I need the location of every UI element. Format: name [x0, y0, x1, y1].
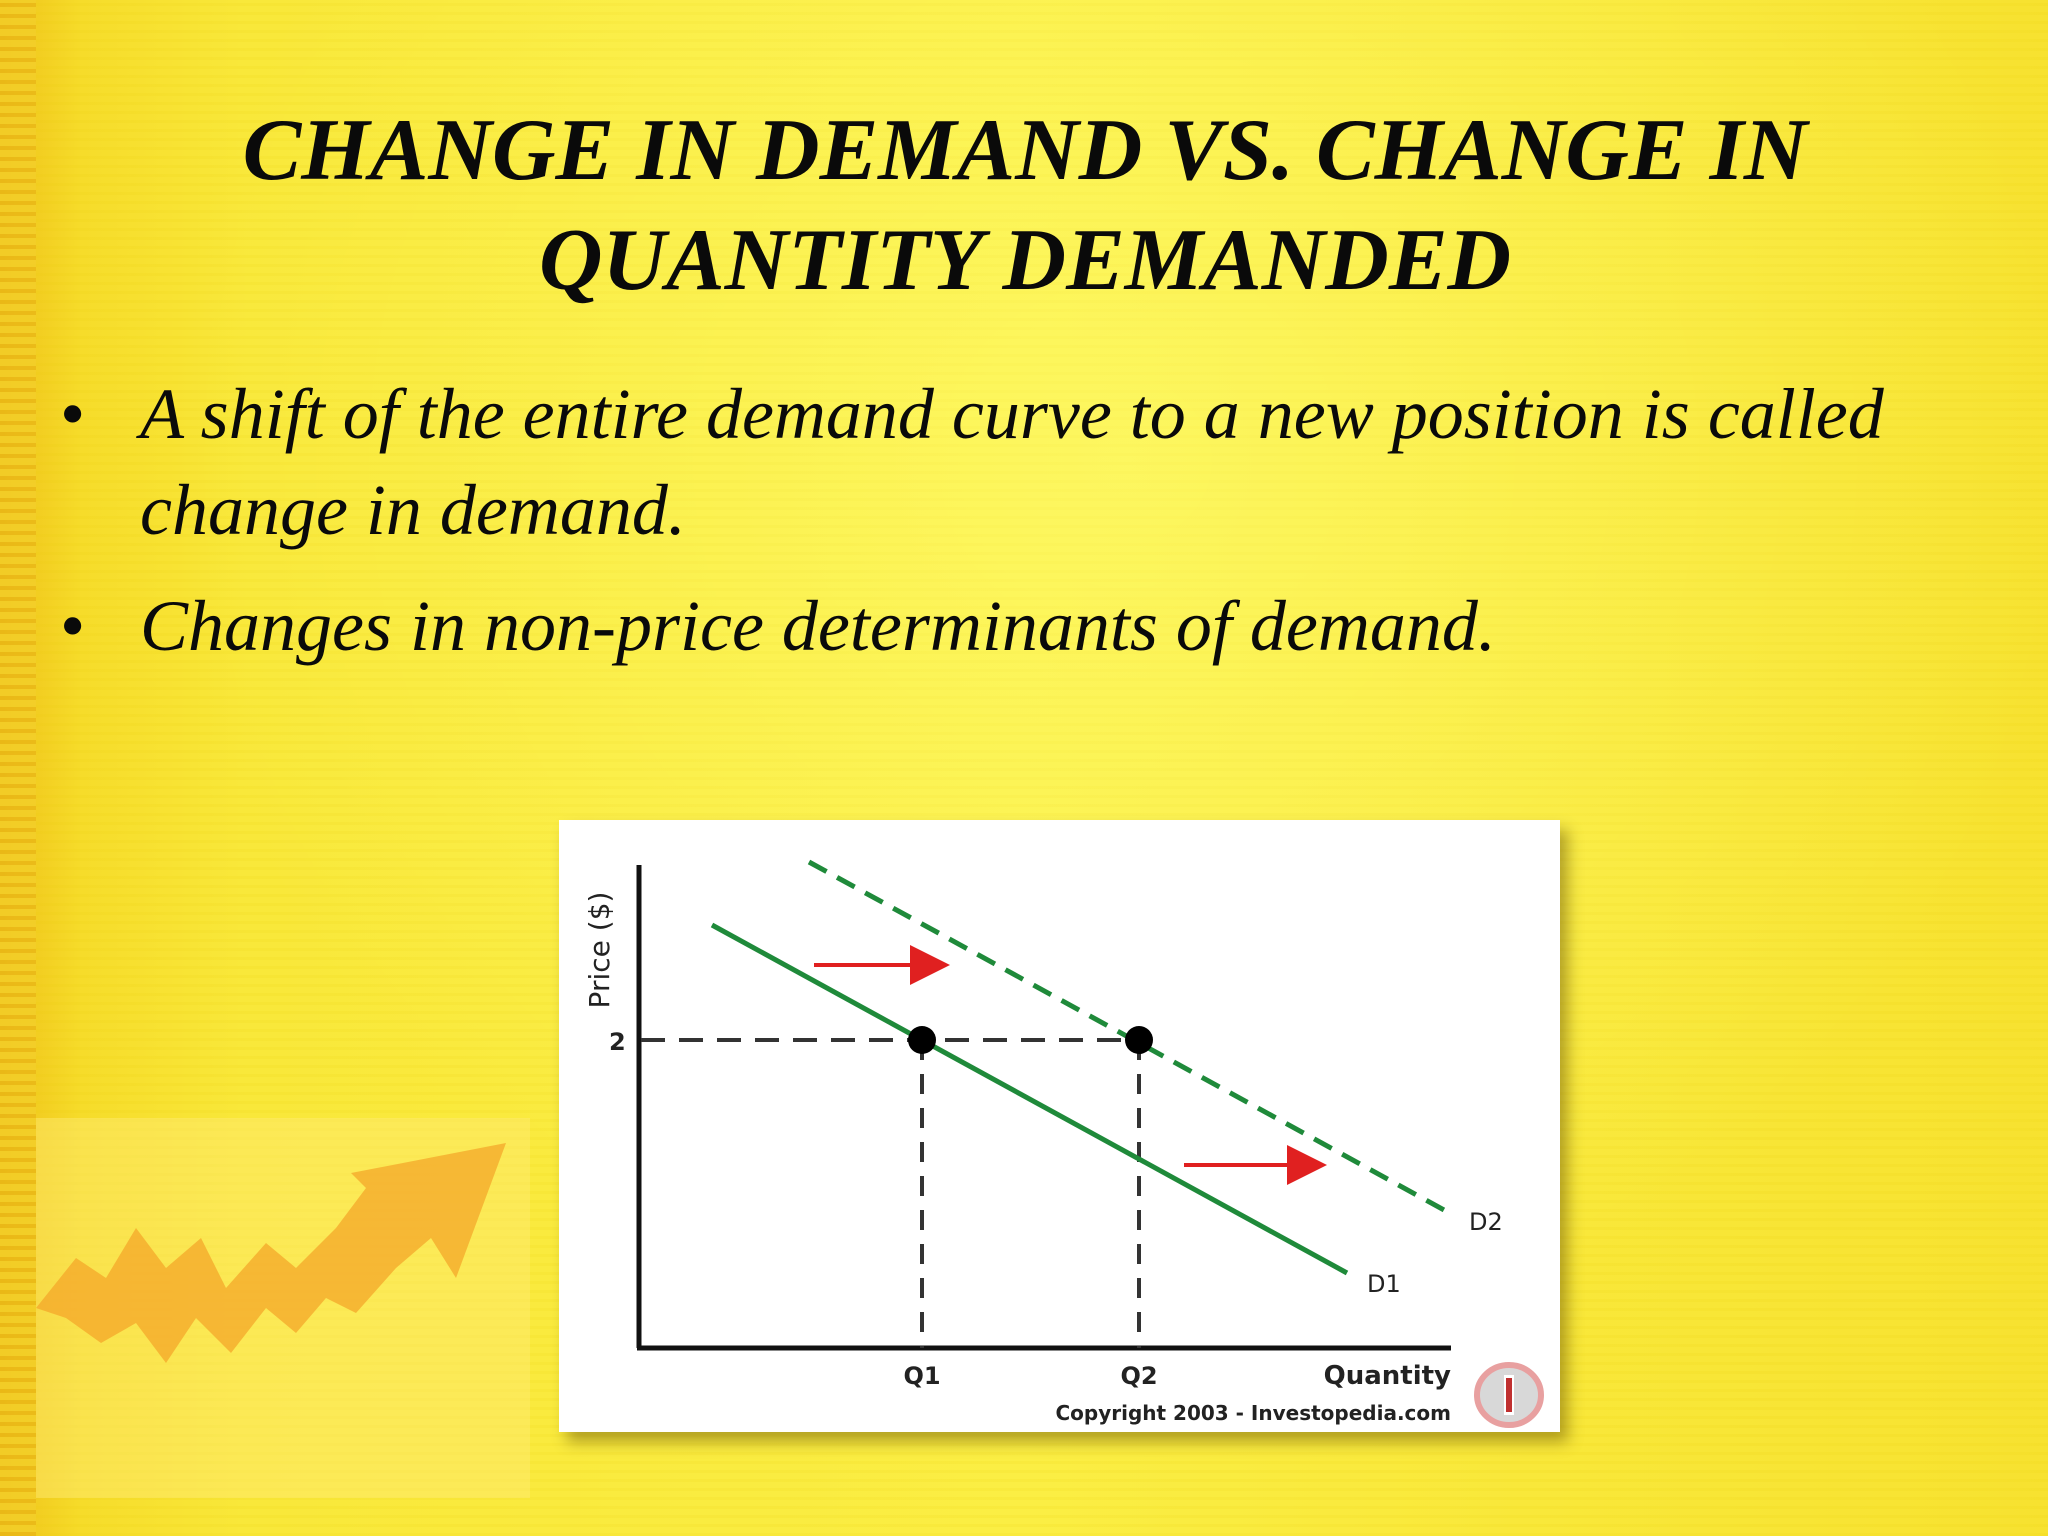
bullet-item: • Changes in non-price determinants of d…	[60, 578, 1960, 674]
rising-arrow-icon	[36, 1143, 506, 1363]
d1-label: D1	[1367, 1270, 1401, 1298]
demand-shift-diagram: Price ($) 2 Q1 Q2 Quantity D2 D1 Copyrig…	[583, 859, 1544, 1428]
investopedia-logo-icon	[1474, 1362, 1544, 1428]
x-axis-label: Quantity	[1324, 1361, 1451, 1391]
y-axis-label: Price ($)	[583, 892, 616, 1009]
bullet-dot: •	[60, 374, 86, 454]
bullet-text: Changes in non-price determinants of dem…	[140, 586, 1496, 666]
point-q1	[908, 1026, 936, 1054]
bullet-item: • A shift of the entire demand curve to …	[60, 366, 1960, 558]
bullet-dot: •	[60, 586, 86, 666]
left-edge-stripes	[0, 0, 36, 1536]
bullet-text: A shift of the entire demand curve to a …	[140, 374, 1884, 550]
q1-label: Q1	[903, 1362, 940, 1390]
copyright-text: Copyright 2003 - Investopedia.com	[1055, 1401, 1451, 1425]
q2-label: Q2	[1120, 1362, 1157, 1390]
price-tick-label: 2	[609, 1028, 626, 1056]
d2-label: D2	[1469, 1208, 1503, 1236]
demand-curve-d1	[710, 922, 1349, 1276]
demand-shift-figure: Price ($) 2 Q1 Q2 Quantity D2 D1 Copyrig…	[559, 820, 1560, 1432]
decorative-panel	[36, 1118, 530, 1498]
slide-title: CHANGE IN DEMAND VS. CHANGE IN QUANTITY …	[242, 102, 1808, 309]
point-q2	[1125, 1026, 1153, 1054]
bullet-list: • A shift of the entire demand curve to …	[60, 366, 1960, 694]
